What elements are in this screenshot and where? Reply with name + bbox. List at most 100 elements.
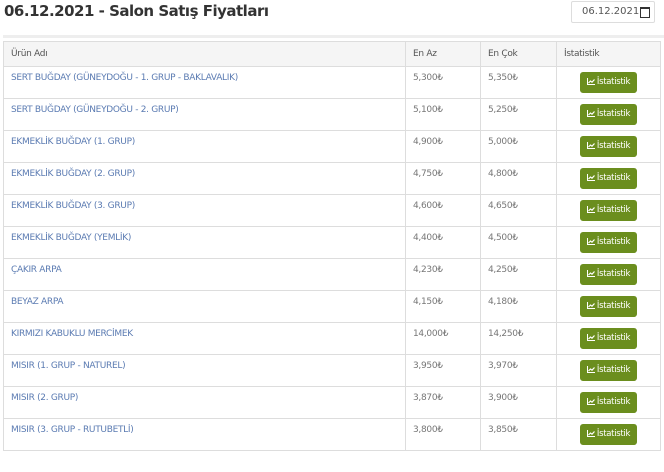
stats-cell: İstatistik [556,290,661,323]
product-link[interactable]: SERT BUĞDAY (GÜNEYDOĞU - 1. GRUP - BAKLA… [11,73,238,83]
product-link[interactable]: EKMEKLİK BUĞDAY (2. GRUP) [11,169,135,179]
stats-cell: İstatistik [556,66,661,99]
column-header-stats: İstatistik [556,41,661,67]
product-cell: SERT BUĞDAY (GÜNEYDOĞU - 2. GRUP) [3,98,406,131]
table-row: SERT BUĞDAY (GÜNEYDOĞU - 1. GRUP - BAKLA… [3,66,661,99]
chart-line-icon [586,397,597,407]
table-row: EKMEKLİK BUĞDAY (3. GRUP) 4,600₺ 4,650₺ … [3,194,661,227]
stats-button[interactable]: İstatistik [580,264,637,285]
product-link[interactable]: MISIR (3. GRUP - RUTUBETLİ) [11,425,134,435]
stats-button-label: İstatistik [596,109,631,119]
stats-button[interactable]: İstatistik [580,392,637,413]
max-price: 4,800₺ [480,162,557,195]
product-cell: MISIR (1. GRUP - NATUREL) [3,354,406,387]
min-price: 14,000₺ [405,322,481,355]
min-price: 4,400₺ [405,226,481,259]
stats-cell: İstatistik [556,386,661,419]
stats-cell: İstatistik [556,162,661,195]
max-price: 3,850₺ [480,418,557,451]
stats-cell: İstatistik [556,418,661,451]
stats-button-label: İstatistik [596,77,631,87]
stats-cell: İstatistik [556,130,661,163]
stats-button-label: İstatistik [596,397,631,407]
min-price: 3,800₺ [405,418,481,451]
stats-button[interactable]: İstatistik [580,296,637,317]
product-cell: MISIR (2. GRUP) [3,386,406,419]
stats-button-label: İstatistik [596,333,631,343]
product-link[interactable]: EKMEKLİK BUĞDAY (1. GRUP) [11,137,135,147]
table-row: MISIR (2. GRUP) 3,870₺ 3,900₺ İstatistik [3,386,661,419]
product-cell: MISIR (3. GRUP - RUTUBETLİ) [3,418,406,451]
product-link[interactable]: EKMEKLİK BUĞDAY (3. GRUP) [11,201,135,211]
column-header-product: Ürün Adı [3,41,406,67]
product-link[interactable]: BEYAZ ARPA [11,297,64,307]
chart-line-icon [586,109,597,119]
product-cell: ÇAKIR ARPA [3,258,406,291]
product-cell: KIRMIZI KABUKLU MERCİMEK [3,322,406,355]
max-price: 14,250₺ [480,322,557,355]
stats-button[interactable]: İstatistik [580,360,637,381]
chart-line-icon [586,141,597,151]
table-row: EKMEKLİK BUĞDAY (1. GRUP) 4,900₺ 5,000₺ … [3,130,661,163]
stats-cell: İstatistik [556,258,661,291]
stats-button-label: İstatistik [596,365,631,375]
stats-button[interactable]: İstatistik [580,200,637,221]
stats-button[interactable]: İstatistik [580,104,637,125]
table-row: ÇAKIR ARPA 4,230₺ 4,250₺ İstatistik [3,258,661,291]
min-price: 5,100₺ [405,98,481,131]
stats-button[interactable]: İstatistik [580,328,637,349]
chart-line-icon [586,365,597,375]
max-price: 4,250₺ [480,258,557,291]
stats-button[interactable]: İstatistik [580,72,637,93]
chart-line-icon [586,205,597,215]
stats-cell: İstatistik [556,322,661,355]
product-cell: EKMEKLİK BUĞDAY (3. GRUP) [3,194,406,227]
chart-line-icon [586,237,597,247]
min-price: 4,150₺ [405,290,481,323]
chart-line-icon [586,269,597,279]
column-header-max: En Çok [480,41,557,67]
stats-cell: İstatistik [556,194,661,227]
stats-button-label: İstatistik [596,205,631,215]
product-link[interactable]: ÇAKIR ARPA [11,265,62,275]
page-title: 06.12.2021 - Salon Satış Fiyatları [4,2,269,20]
date-input[interactable]: 06.12.2021 [571,1,655,23]
table-row: SERT BUĞDAY (GÜNEYDOĞU - 2. GRUP) 5,100₺… [3,98,661,131]
max-price: 5,250₺ [480,98,557,131]
max-price: 4,500₺ [480,226,557,259]
product-cell: EKMEKLİK BUĞDAY (1. GRUP) [3,130,406,163]
product-link[interactable]: EKMEKLİK BUĞDAY (YEMLİK) [11,233,132,243]
chart-line-icon [586,173,597,183]
product-link[interactable]: MISIR (2. GRUP) [11,393,79,403]
stats-button-label: İstatistik [596,173,631,183]
max-price: 5,000₺ [480,130,557,163]
stats-button[interactable]: İstatistik [580,168,637,189]
stats-button[interactable]: İstatistik [580,424,637,445]
divider [3,35,664,38]
min-price: 4,600₺ [405,194,481,227]
stats-button-label: İstatistik [596,429,631,439]
table-row: MISIR (1. GRUP - NATUREL) 3,950₺ 3,970₺ … [3,354,661,387]
chart-line-icon [586,333,597,343]
min-price: 5,300₺ [405,66,481,99]
stats-cell: İstatistik [556,354,661,387]
stats-button-label: İstatistik [596,301,631,311]
stats-cell: İstatistik [556,98,661,131]
min-price: 4,230₺ [405,258,481,291]
max-price: 3,900₺ [480,386,557,419]
product-cell: EKMEKLİK BUĞDAY (2. GRUP) [3,162,406,195]
product-link[interactable]: SERT BUĞDAY (GÜNEYDOĞU - 2. GRUP) [11,105,179,115]
chart-line-icon [586,77,597,87]
min-price: 3,950₺ [405,354,481,387]
calendar-icon[interactable] [640,7,650,18]
stats-button-label: İstatistik [596,269,631,279]
product-link[interactable]: MISIR (1. GRUP - NATUREL) [11,361,126,371]
table-row: KIRMIZI KABUKLU MERCİMEK 14,000₺ 14,250₺… [3,322,661,355]
stats-button[interactable]: İstatistik [580,232,637,253]
product-cell: EKMEKLİK BUĞDAY (YEMLİK) [3,226,406,259]
table-row: EKMEKLİK BUĞDAY (2. GRUP) 4,750₺ 4,800₺ … [3,162,661,195]
stats-button[interactable]: İstatistik [580,136,637,157]
product-link[interactable]: KIRMIZI KABUKLU MERCİMEK [11,329,133,339]
date-value: 06.12.2021 [582,6,640,17]
table-row: EKMEKLİK BUĞDAY (YEMLİK) 4,400₺ 4,500₺ İ… [3,226,661,259]
